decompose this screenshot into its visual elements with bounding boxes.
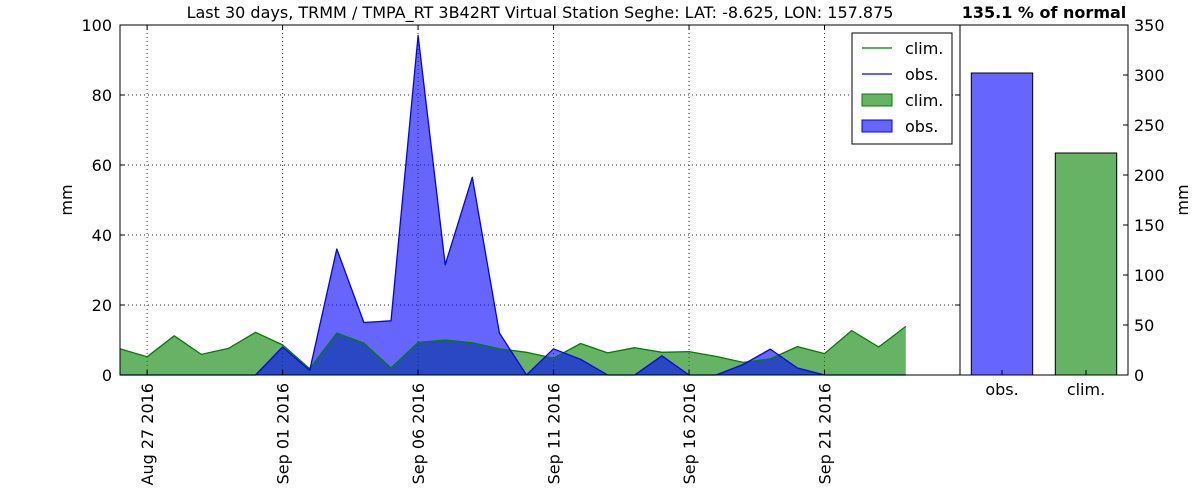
y-tick-label: 40 [92,226,112,245]
y-tick-label: 60 [92,156,112,175]
y-tick-label: 20 [92,296,112,315]
timeseries-lines [119,34,907,376]
area-obs [120,35,906,375]
x-tick-label: Sep 11 2016 [545,383,564,484]
timeseries-areas [120,35,906,375]
timeseries-x-axis: Aug 27 2016 Sep 01 2016 Sep 06 2016 Sep 11 … [138,25,835,486]
x-tick-label: Sep 21 2016 [816,383,835,484]
bar-clim [1054,152,1118,376]
x-tick-label: Sep 16 2016 [680,383,699,484]
x-tick-label: Sep 06 2016 [409,383,428,484]
bar-y-tick-label: 250 [1134,116,1165,135]
bar-y-tick-label: 100 [1134,266,1165,285]
x-tick-label: Aug 27 2016 [138,383,157,486]
x-tick-label: Sep 01 2016 [274,383,293,484]
bar-y-tick-label: 300 [1134,66,1165,85]
bar-y-tick-label: 150 [1134,216,1165,235]
legend: clim. obs. clim. obs. [851,32,953,145]
barchart-frame [959,24,1129,376]
timeseries-frame [119,24,961,376]
legend-obs-line-label: obs. [905,65,938,84]
legend-clim-patch-label: clim. [905,91,943,110]
barchart-y-label: mm [1173,184,1192,215]
y-tick-label: 0 [102,366,112,385]
legend-obs-patch-swatch [861,119,893,133]
legend-obs-patch-label: obs. [905,117,938,136]
bar-category-label: obs. [985,380,1018,399]
barchart-y-axis: 0 50 100 150 200 250 300 350 [1123,16,1165,385]
y-tick-label: 100 [81,16,112,35]
bar-y-tick-label: 0 [1134,366,1144,385]
line-clim [119,325,907,370]
legend-clim-line-label: clim. [905,39,943,58]
y-tick-label: 80 [92,86,112,105]
timeseries-y-label: mm [57,184,76,215]
barchart-x-axis: obs. clim. [985,370,1105,399]
legend-clim-patch-swatch [861,93,893,107]
bar-y-tick-label: 350 [1134,16,1165,35]
barchart-bars [970,72,1118,376]
line-obs [120,34,906,376]
timeseries-y-axis: 0 20 40 60 80 100 [81,16,960,385]
timeseries-title: Last 30 days, TRMM / TMPA_RT 3B42RT Virt… [187,3,894,23]
bar-y-tick-label: 50 [1134,316,1154,335]
timeseries-grid [120,25,960,375]
bar-y-tick-label: 200 [1134,166,1165,185]
bar-obs [970,72,1034,376]
bar-category-label: clim. [1067,380,1105,399]
barchart-title: 135.1 % of normal [962,3,1127,22]
